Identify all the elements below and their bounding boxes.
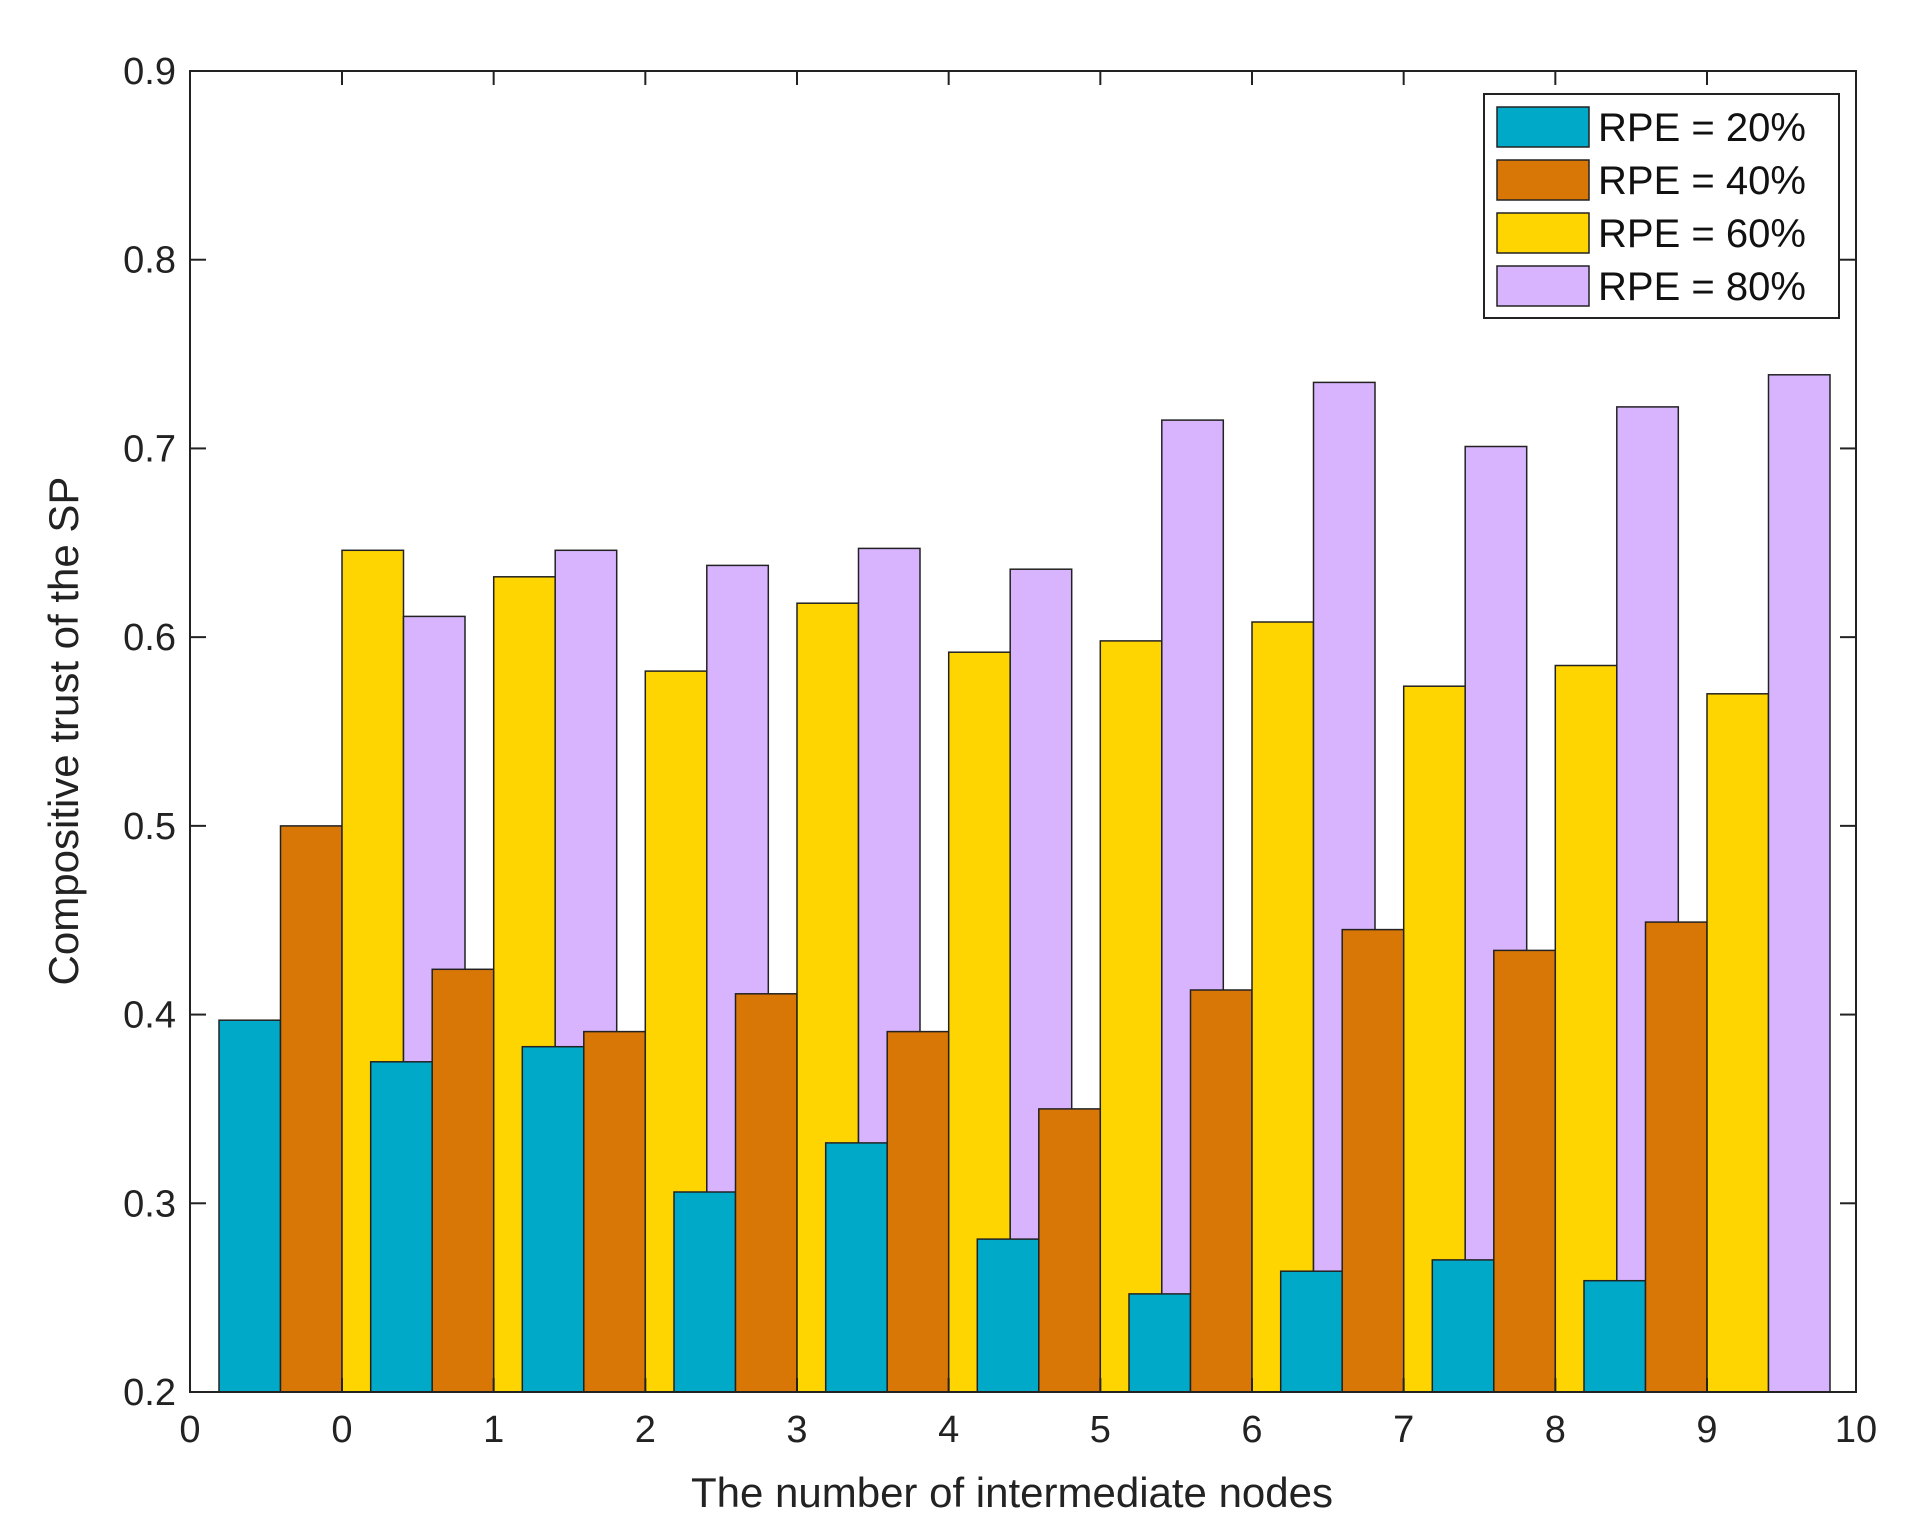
x-tick-label: 4 bbox=[938, 1409, 959, 1451]
bar-3-cat-5 bbox=[1099, 640, 1163, 1393]
bar-3-cat-8 bbox=[1554, 664, 1618, 1393]
x-tick-label: 3 bbox=[786, 1409, 807, 1451]
x-tick-label: 7 bbox=[1393, 1409, 1414, 1451]
bar-2-cat-7 bbox=[1341, 928, 1405, 1393]
legend-label: RPE = 40% bbox=[1598, 159, 1806, 203]
bar-2-cat-5 bbox=[1038, 1108, 1102, 1393]
bar-2-cat-4 bbox=[886, 1030, 950, 1393]
y-tick-label: 0.6 bbox=[123, 617, 176, 659]
bar-3-cat-9 bbox=[1706, 693, 1770, 1393]
bar-1-cat-4 bbox=[824, 1142, 888, 1393]
x-tick-label: 9 bbox=[1696, 1409, 1717, 1451]
x-tick-label: 2 bbox=[635, 1409, 656, 1451]
bar-2-cat-0 bbox=[279, 825, 343, 1393]
bar-1-cat-7 bbox=[1279, 1270, 1343, 1393]
x-tick-label: 5 bbox=[1090, 1409, 1111, 1451]
legend-swatch bbox=[1496, 159, 1590, 201]
y-tick-label: 0.7 bbox=[123, 428, 176, 470]
legend-swatch bbox=[1496, 212, 1590, 254]
x-tick-label: 1 bbox=[483, 1409, 504, 1451]
y-tick-label: 0.2 bbox=[123, 1372, 176, 1414]
x-tick-labels: 0 0 1 2 3 4 5 6 7 8 9 10 bbox=[179, 1409, 1877, 1451]
y-tick-label: 0.8 bbox=[123, 240, 176, 282]
x-tick-label: 6 bbox=[1241, 1409, 1262, 1451]
bar-1-cat-6 bbox=[1128, 1293, 1192, 1393]
x-axis-title: The number of intermediate nodes bbox=[691, 1469, 1333, 1516]
x-tick-label: 0 bbox=[331, 1409, 352, 1451]
bar-2-cat-6 bbox=[1189, 989, 1253, 1393]
x-tick-label: 10 bbox=[1835, 1409, 1877, 1451]
bar-2-cat-9 bbox=[1644, 921, 1708, 1393]
bar-2-cat-3 bbox=[734, 993, 798, 1393]
y-axis-title: Compositive trust of the SP bbox=[40, 477, 87, 986]
legend-label: RPE = 60% bbox=[1598, 212, 1806, 256]
legend-label: RPE = 20% bbox=[1598, 106, 1806, 150]
y-tick-labels: 0.2 0.3 0.4 0.5 0.6 0.7 0.8 0.9 bbox=[123, 51, 176, 1414]
bar-1-cat-5 bbox=[976, 1238, 1040, 1393]
legend-swatch bbox=[1496, 106, 1590, 148]
legend-label: RPE = 80% bbox=[1598, 265, 1806, 309]
bar-2-cat-2 bbox=[583, 1030, 647, 1393]
axes-box bbox=[189, 70, 1857, 1393]
legend: RPE = 20% RPE = 40% RPE = 60% RPE = 80% bbox=[1483, 93, 1840, 319]
legend-swatch bbox=[1496, 265, 1590, 307]
y-tick-label: 0.3 bbox=[123, 1183, 176, 1225]
y-tick-label: 0.9 bbox=[123, 51, 176, 93]
bar-1-cat-0 bbox=[218, 1019, 282, 1393]
bar-1-cat-1 bbox=[369, 1061, 433, 1393]
bar-1-cat-2 bbox=[521, 1045, 585, 1393]
bar-1-cat-9 bbox=[1583, 1279, 1647, 1393]
bar-2-cat-8 bbox=[1493, 949, 1557, 1393]
x-tick-label: 8 bbox=[1545, 1409, 1566, 1451]
x-tick-label: 0 bbox=[179, 1409, 200, 1451]
bar-4-cat-9 bbox=[1767, 374, 1831, 1393]
bar-1-cat-3 bbox=[673, 1191, 737, 1393]
bars-group bbox=[218, 374, 1831, 1393]
bar-1-cat-8 bbox=[1431, 1259, 1495, 1393]
y-tick-label: 0.4 bbox=[123, 995, 176, 1037]
y-tick-label: 0.5 bbox=[123, 806, 176, 848]
bar-2-cat-1 bbox=[431, 968, 495, 1393]
